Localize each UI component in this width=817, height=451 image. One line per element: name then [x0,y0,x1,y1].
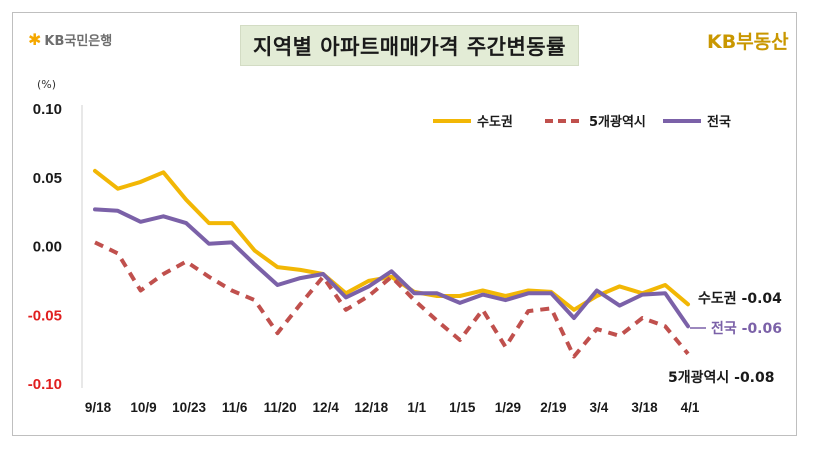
y-tick-label: -0.05 [28,307,62,324]
series-line-nationwide [93,207,690,329]
chart-frame [12,12,797,436]
series-end-label: 수도권 -0.04 [698,291,782,307]
x-tick-label: 12/18 [354,400,388,415]
x-tick-label: 2/19 [540,400,566,415]
chart-title: 지역별 아파트매매가격 주간변동률 [240,25,579,66]
x-tick-label: 11/20 [264,400,297,415]
x-tick-label: 1/15 [449,400,476,415]
series-end-label: 5개광역시 -0.08 [668,370,775,386]
x-tick-label: 9/18 [85,400,112,415]
legend-label: 수도권 [477,115,513,130]
x-tick-label: 3/18 [631,400,658,415]
y-tick-label: 0.10 [33,101,62,118]
x-tick-label: 12/4 [313,400,340,415]
series-line-capital-region [93,168,690,312]
x-tick-label: 3/4 [590,400,609,415]
series-end-label: 전국 -0.06 [711,321,782,337]
legend-label: 전국 [707,114,731,130]
kb-real-estate-logo: KB부동산 [707,31,789,53]
series-line-five-metro-cities [94,240,690,359]
x-tick-label: 11/6 [222,400,248,415]
y-axis-unit-label: (%) [37,78,56,91]
y-tick-label: 0.00 [33,239,62,256]
x-tick-label: 10/9 [130,400,156,415]
kb-bank-logo-text: KB국민은행 [44,34,113,49]
kb-bank-logo: ✱ KB국민은행 [28,30,112,49]
x-tick-label: 1/1 [407,400,426,415]
x-tick-label: 1/29 [495,400,521,415]
legend-label: 5개광역시 [589,114,646,130]
y-tick-label: -0.10 [28,376,62,393]
y-tick-label: 0.05 [33,170,62,187]
x-tick-label: 10/23 [172,400,206,415]
x-tick-label: 4/1 [681,400,700,415]
kb-star-icon: ✱ [28,30,42,49]
